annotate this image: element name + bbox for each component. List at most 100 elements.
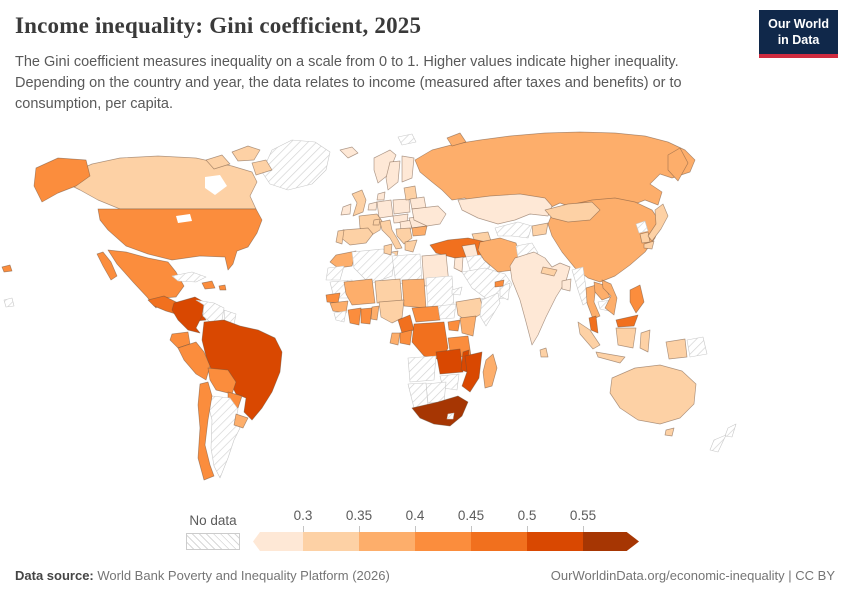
country-indonesia-java[interactable]	[595, 351, 626, 364]
country-kyrgyzstan-tajikistan[interactable]	[531, 222, 549, 237]
country-guinea[interactable]	[329, 300, 349, 314]
country-lesotho[interactable]	[446, 412, 455, 420]
country-somalia[interactable]	[479, 292, 501, 327]
country-indonesia-sumatra[interactable]	[577, 321, 601, 350]
country-turkmenistan-uzbekistan[interactable]	[494, 221, 533, 239]
country-western-sahara[interactable]	[325, 265, 345, 281]
country-south-sudan[interactable]	[437, 303, 457, 320]
country-congo[interactable]	[399, 329, 413, 346]
legend-bin-4[interactable]	[471, 532, 527, 551]
license-link[interactable]: OurWorldinData.org/economic-inequality |…	[550, 568, 835, 583]
country-sierra-leone-liberia[interactable]	[333, 310, 347, 323]
country-ireland[interactable]	[340, 203, 352, 216]
country-peru[interactable]	[177, 341, 211, 381]
country-sudan[interactable]	[425, 275, 455, 309]
legend-bin-5[interactable]	[527, 532, 583, 551]
country-namibia[interactable]	[407, 382, 429, 409]
country-eritrea[interactable]	[451, 286, 463, 296]
country-india[interactable]	[509, 251, 571, 346]
country-north-korea[interactable]	[635, 220, 649, 234]
legend-bin-0[interactable]	[253, 532, 303, 551]
country-alaska[interactable]	[33, 157, 91, 203]
country-botswana[interactable]	[425, 381, 447, 404]
country-canada-arctic-2[interactable]	[205, 154, 231, 170]
country-kenya[interactable]	[459, 315, 477, 337]
country-usa[interactable]	[97, 208, 263, 271]
country-portugal[interactable]	[335, 229, 345, 245]
country-greece[interactable]	[404, 239, 418, 253]
country-bangladesh[interactable]	[561, 278, 572, 292]
country-colombia[interactable]	[171, 296, 205, 334]
country-greenland[interactable]	[261, 139, 331, 191]
country-cuba[interactable]	[171, 271, 207, 283]
country-canada-arctic-3[interactable]	[251, 159, 273, 176]
country-spain[interactable]	[339, 227, 374, 246]
country-tunisia[interactable]	[383, 243, 393, 256]
country-indonesia-sulawesi[interactable]	[639, 329, 651, 353]
country-uruguay[interactable]	[233, 413, 249, 429]
country-benin-togo[interactable]	[370, 305, 380, 321]
country-pacific-islands[interactable]	[3, 297, 15, 308]
country-nigeria[interactable]	[378, 299, 405, 324]
country-bulgaria[interactable]	[411, 225, 428, 237]
legend-bin-2[interactable]	[359, 532, 415, 551]
country-uae[interactable]	[494, 279, 505, 288]
country-iceland[interactable]	[339, 146, 359, 159]
country-hawaii[interactable]	[1, 264, 13, 273]
country-benelux[interactable]	[367, 201, 378, 211]
country-baja-california[interactable]	[96, 251, 118, 281]
country-kamchatka[interactable]	[667, 147, 689, 182]
country-mali[interactable]	[343, 278, 376, 306]
country-australia[interactable]	[609, 364, 697, 425]
world-choropleth-map[interactable]	[0, 125, 850, 505]
country-canada[interactable]	[64, 155, 258, 210]
country-poland[interactable]	[392, 198, 411, 215]
country-cote-divoire[interactable]	[347, 307, 362, 326]
country-nepal[interactable]	[540, 266, 558, 277]
country-uk[interactable]	[351, 189, 367, 217]
country-sri-lanka[interactable]	[539, 347, 549, 358]
country-philippines[interactable]	[629, 284, 645, 314]
country-russia-arctic-islands[interactable]	[446, 132, 467, 147]
country-uganda[interactable]	[447, 319, 461, 332]
country-mexico[interactable]	[107, 249, 185, 309]
country-baltics[interactable]	[403, 185, 418, 201]
country-germany[interactable]	[376, 199, 394, 219]
country-chile[interactable]	[197, 381, 215, 481]
country-sweden[interactable]	[385, 160, 401, 191]
country-algeria[interactable]	[351, 248, 396, 285]
country-tasmania[interactable]	[664, 427, 675, 437]
country-south-korea[interactable]	[639, 231, 651, 244]
country-senegal[interactable]	[325, 292, 341, 304]
country-israel-jordan[interactable]	[453, 256, 464, 273]
country-japan[interactable]	[647, 203, 669, 242]
country-puerto-rico[interactable]	[218, 284, 227, 291]
country-switzerland[interactable]	[372, 218, 381, 226]
country-indonesia-papua[interactable]	[665, 338, 688, 360]
country-ukraine[interactable]	[411, 205, 447, 227]
country-vietnam[interactable]	[601, 279, 618, 316]
country-papua-new-guinea[interactable]	[686, 336, 708, 358]
country-south-africa[interactable]	[411, 395, 469, 427]
country-ghana[interactable]	[360, 307, 373, 325]
country-japan-south[interactable]	[643, 240, 655, 250]
country-zambia[interactable]	[435, 348, 464, 375]
country-argentina[interactable]	[208, 395, 241, 479]
country-chad[interactable]	[401, 278, 427, 309]
country-niger[interactable]	[374, 278, 403, 304]
country-indonesia-kalimantan[interactable]	[615, 327, 637, 349]
owid-logo[interactable]: Our World in Data	[759, 10, 838, 58]
country-mongolia[interactable]	[544, 201, 601, 223]
country-svalbard[interactable]	[397, 133, 417, 146]
country-new-zealand-north[interactable]	[724, 423, 737, 438]
country-hispaniola[interactable]	[201, 280, 216, 290]
country-mozambique[interactable]	[461, 351, 483, 393]
country-central-african-republic[interactable]	[411, 305, 441, 323]
country-gabon[interactable]	[389, 332, 401, 346]
country-malaysia-borneo[interactable]	[615, 314, 639, 328]
country-belarus[interactable]	[409, 196, 427, 210]
country-balkans[interactable]	[395, 227, 413, 245]
country-malaysia[interactable]	[588, 315, 599, 334]
country-canada-arctic-1[interactable]	[231, 145, 261, 162]
country-finland[interactable]	[401, 155, 415, 183]
